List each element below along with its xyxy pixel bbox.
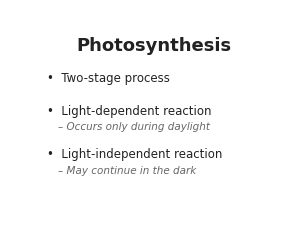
Text: •  Two-stage process: • Two-stage process	[47, 72, 170, 85]
Text: – Occurs only during daylight: – Occurs only during daylight	[58, 122, 210, 132]
Text: •  Light-dependent reaction: • Light-dependent reaction	[47, 105, 211, 118]
Text: Photosynthesis: Photosynthesis	[76, 37, 231, 55]
Text: – May continue in the dark: – May continue in the dark	[58, 166, 197, 176]
Text: •  Light-independent reaction: • Light-independent reaction	[47, 148, 222, 161]
